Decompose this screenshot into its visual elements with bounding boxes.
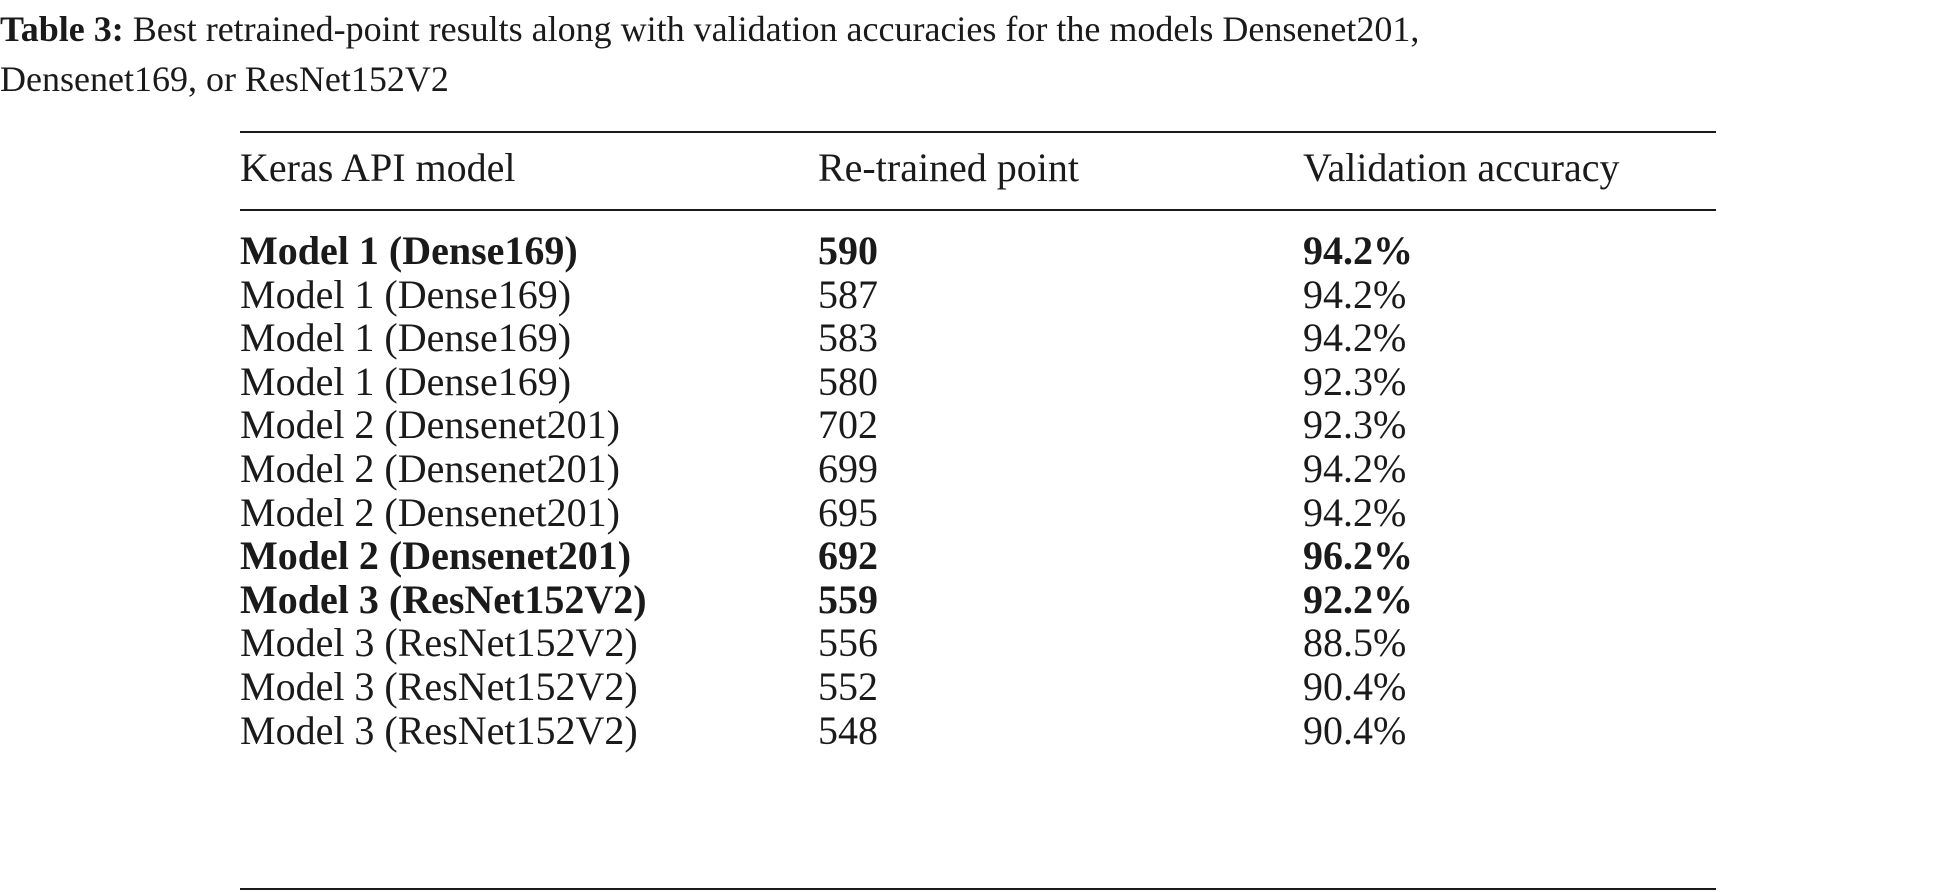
table-row: Model 1 (Dense169) 590 94.2% xyxy=(240,224,1716,278)
cell-point: 548 xyxy=(818,707,878,753)
table-row: Model 1 (Dense169) 587 94.2% xyxy=(240,268,1716,322)
table-row: Model 2 (Densenet201) 702 92.3% xyxy=(240,398,1716,452)
cell-point: 695 xyxy=(818,489,878,535)
cell-accuracy: 94.2% xyxy=(1303,271,1407,317)
table-row: Model 3 (ResNet152V2) 559 92.2% xyxy=(240,573,1716,627)
cell-model: Model 3 (ResNet152V2) xyxy=(240,664,638,709)
cell-accuracy: 92.3% xyxy=(1303,402,1407,448)
cell-point: 556 xyxy=(818,620,878,666)
cell-point: 580 xyxy=(818,358,878,404)
table-row: Model 2 (Densenet201) 692 96.2% xyxy=(240,529,1716,583)
header-model: Keras API model xyxy=(240,145,516,190)
cell-accuracy: 88.5% xyxy=(1303,620,1407,666)
table-row: Model 3 (ResNet152V2) 548 90.4% xyxy=(240,704,1716,758)
cell-accuracy: 94.2% xyxy=(1303,228,1413,273)
cell-point: 552 xyxy=(818,664,878,709)
table-caption: Table 3: Best retrained-point results al… xyxy=(0,4,1954,104)
cell-accuracy: 92.3% xyxy=(1303,358,1407,404)
cell-model: Model 2 (Densenet201) xyxy=(240,446,620,491)
header-accuracy: Validation accuracy xyxy=(1303,145,1620,190)
cell-accuracy: 92.2% xyxy=(1303,576,1413,622)
table-row: Model 3 (ResNet152V2) 552 90.4% xyxy=(240,660,1716,714)
cell-model: Model 2 (Densenet201) xyxy=(240,402,620,448)
header-rule xyxy=(240,209,1716,211)
cell-model: Model 1 (Dense169) xyxy=(240,228,578,273)
table-row: Model 1 (Dense169) 583 94.2% xyxy=(240,311,1716,365)
cell-model: Model 1 (Dense169) xyxy=(240,315,572,361)
cell-accuracy: 94.2% xyxy=(1303,315,1407,361)
caption-label: Table 3: xyxy=(0,9,124,49)
cell-point: 559 xyxy=(818,576,878,622)
table-row: Model 2 (Densenet201) 699 94.2% xyxy=(240,442,1716,496)
cell-model: Model 2 (Densenet201) xyxy=(240,533,632,579)
cell-point: 590 xyxy=(818,228,878,273)
cell-model: Model 1 (Dense169) xyxy=(240,271,572,317)
caption-text: Best retrained-point results along with … xyxy=(123,9,1420,49)
caption-line-1: Table 3: Best retrained-point results al… xyxy=(0,4,1954,54)
cell-point: 692 xyxy=(818,533,878,579)
table-row: Model 3 (ResNet152V2) 556 88.5% xyxy=(240,616,1716,670)
cell-accuracy: 96.2% xyxy=(1303,533,1413,579)
cell-accuracy: 94.2% xyxy=(1303,489,1407,535)
bottom-rule xyxy=(240,888,1716,890)
cell-point: 699 xyxy=(818,446,878,491)
table-row: Model 1 (Dense169) 580 92.3% xyxy=(240,355,1716,409)
cell-model: Model 3 (ResNet152V2) xyxy=(240,620,638,666)
cell-point: 702 xyxy=(818,402,878,448)
cell-accuracy: 90.4% xyxy=(1303,664,1407,709)
table-row: Model 2 (Densenet201) 695 94.2% xyxy=(240,486,1716,540)
cell-accuracy: 94.2% xyxy=(1303,446,1407,491)
cell-model: Model 1 (Dense169) xyxy=(240,358,572,404)
top-rule xyxy=(240,131,1716,133)
table-header-row: Keras API model Re-trained point Validat… xyxy=(240,141,1716,195)
cell-point: 587 xyxy=(818,271,878,317)
cell-point: 583 xyxy=(818,315,878,361)
header-point: Re-trained point xyxy=(818,145,1080,190)
caption-line-2: Densenet169, or ResNet152V2 xyxy=(0,59,449,99)
cell-accuracy: 90.4% xyxy=(1303,707,1407,753)
cell-model: Model 2 (Densenet201) xyxy=(240,489,620,535)
cell-model: Model 3 (ResNet152V2) xyxy=(240,576,647,622)
cell-model: Model 3 (ResNet152V2) xyxy=(240,707,638,753)
